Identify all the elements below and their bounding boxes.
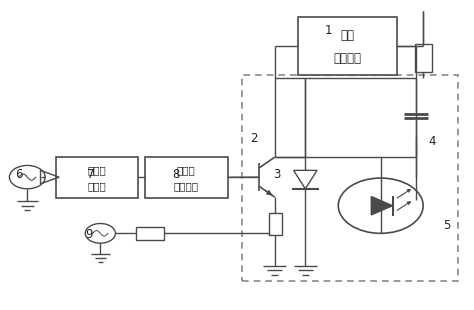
Text: 5: 5 (443, 219, 450, 232)
FancyBboxPatch shape (145, 157, 228, 198)
Text: 4: 4 (429, 135, 436, 148)
Text: 可调: 可调 (341, 29, 355, 42)
Polygon shape (371, 197, 392, 215)
Text: 7: 7 (87, 168, 95, 181)
FancyBboxPatch shape (298, 17, 397, 75)
FancyBboxPatch shape (55, 157, 138, 198)
Text: 驱动电路: 驱动电路 (174, 181, 199, 191)
Text: 可编程: 可编程 (87, 165, 106, 175)
Text: 6: 6 (16, 168, 23, 181)
Text: 直流电源: 直流电源 (334, 52, 362, 65)
Text: 雪崩管: 雪崩管 (177, 165, 196, 175)
Text: 延时器: 延时器 (87, 181, 106, 191)
FancyBboxPatch shape (136, 227, 164, 240)
Text: 8: 8 (172, 168, 180, 181)
FancyBboxPatch shape (269, 213, 282, 235)
Text: 1: 1 (325, 24, 333, 37)
Text: 3: 3 (273, 168, 281, 181)
FancyBboxPatch shape (415, 44, 432, 72)
Text: 2: 2 (250, 132, 257, 144)
Text: 9: 9 (85, 228, 92, 241)
